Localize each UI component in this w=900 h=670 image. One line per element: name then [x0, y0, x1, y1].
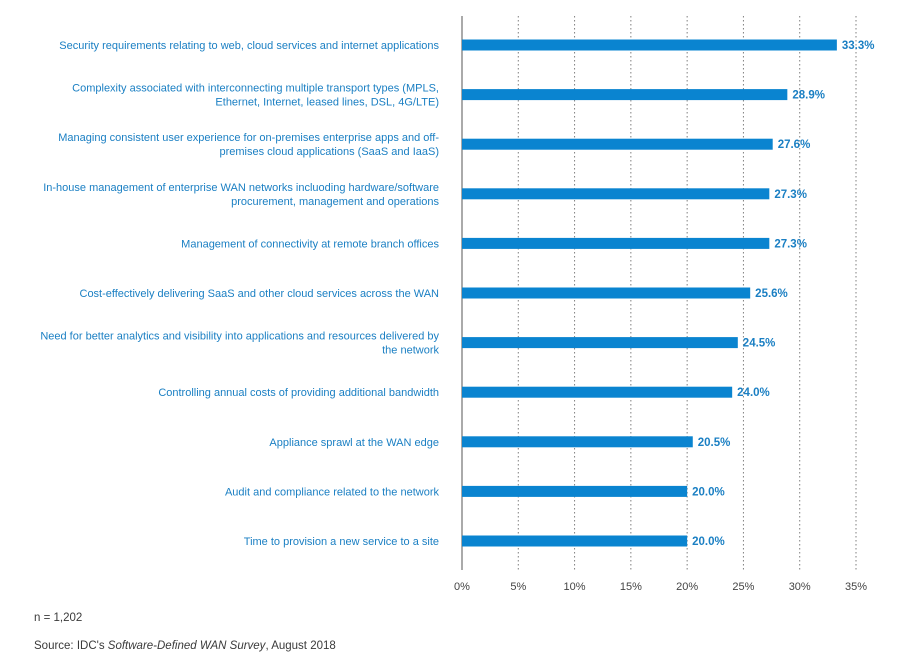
category-label: Controlling annual costs of providing ad…: [158, 387, 439, 399]
category-label-line: Management of connectivity at remote bra…: [181, 238, 439, 250]
category-label-line: premises cloud applications (SaaS and Ia…: [219, 146, 439, 158]
category-label-line: Appliance sprawl at the WAN edge: [269, 437, 439, 449]
x-tick-label: 35%: [845, 581, 867, 593]
category-label-line: Ethernet, Internet, leased lines, DSL, 4…: [215, 97, 439, 109]
category-label: Audit and compliance related to the netw…: [225, 486, 440, 498]
data-label: 27.3%: [774, 238, 807, 250]
category-label: In-house management of enterprise WAN ne…: [43, 182, 439, 208]
data-label: 28.9%: [792, 90, 825, 102]
category-label-line: Managing consistent user experience for …: [58, 132, 439, 144]
x-tick-label: 0%: [454, 581, 470, 593]
category-label: Appliance sprawl at the WAN edge: [269, 437, 439, 449]
source-title: Software-Defined WAN Survey: [107, 640, 266, 652]
category-label-line: Complexity associated with interconnecti…: [72, 83, 439, 95]
source-prefix: Source: IDC's: [34, 640, 108, 652]
bar: [462, 138, 773, 150]
category-label-line: Audit and compliance related to the netw…: [225, 486, 440, 498]
category-label: Managing consistent user experience for …: [58, 132, 439, 158]
bar: [462, 436, 693, 448]
bar: [462, 237, 770, 249]
category-label-line: Controlling annual costs of providing ad…: [158, 387, 439, 399]
category-label-line: the network: [382, 345, 439, 357]
category-label: Complexity associated with interconnecti…: [72, 83, 439, 109]
bar: [462, 485, 688, 497]
bar: [462, 386, 733, 398]
x-tick-label: 5%: [510, 581, 526, 593]
category-label: Need for better analytics and visibility…: [40, 331, 439, 357]
bar-chart: 0% 5% 10% 15% 20% 25% 30% 35% 33.3% Security requ…: [40, 16, 875, 593]
sample-size-note: n = 1,202: [34, 612, 83, 624]
category-label-line: Need for better analytics and visibility…: [40, 331, 439, 343]
category-label-line: Security requirements relating to web, c…: [59, 40, 439, 52]
bar: [462, 89, 788, 101]
x-tick-label: 20%: [676, 581, 698, 593]
source-suffix: , August 2018: [265, 640, 336, 652]
category-label: Security requirements relating to web, c…: [59, 40, 439, 52]
x-tick-label: 10%: [564, 581, 586, 593]
category-label-line: In-house management of enterprise WAN ne…: [43, 182, 439, 194]
data-label: 25.6%: [755, 288, 788, 300]
bar: [462, 535, 688, 547]
data-label: 20.5%: [698, 437, 731, 449]
x-tick-label: 30%: [789, 581, 811, 593]
data-label: 20.0%: [692, 486, 725, 498]
bar: [462, 287, 751, 299]
category-label-line: Cost-effectively delivering SaaS and oth…: [80, 288, 440, 300]
data-label: 33.3%: [842, 40, 875, 52]
category-label-line: Time to provision a new service to a sit…: [244, 536, 439, 548]
category-label-line: procurement, management and operations: [231, 196, 439, 208]
data-label: 27.3%: [774, 189, 807, 201]
category-label: Management of connectivity at remote bra…: [181, 238, 439, 250]
category-label: Time to provision a new service to a sit…: [244, 536, 439, 548]
data-label: 24.0%: [737, 387, 770, 399]
data-label: 20.0%: [692, 536, 725, 548]
data-label: 24.5%: [743, 338, 776, 350]
x-tick-label: 15%: [620, 581, 642, 593]
data-label: 27.6%: [778, 139, 811, 151]
bar-chart-svg: 0% 5% 10% 15% 20% 25% 30% 35% 33.3% Security requ…: [40, 16, 875, 593]
bar: [462, 337, 738, 349]
category-label: Cost-effectively delivering SaaS and oth…: [80, 288, 440, 300]
source-note: Source: IDC's Software-Defined WAN Surve…: [34, 640, 336, 652]
bar: [462, 188, 770, 200]
x-tick-label: 25%: [732, 581, 754, 593]
bar: [462, 39, 837, 51]
